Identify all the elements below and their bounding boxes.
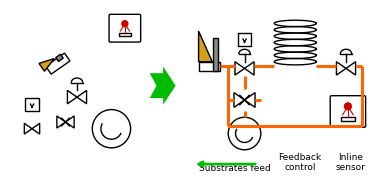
Bar xyxy=(213,38,218,71)
FancyBboxPatch shape xyxy=(330,96,366,127)
Circle shape xyxy=(344,103,352,110)
FancyBboxPatch shape xyxy=(109,14,141,42)
Bar xyxy=(25,98,39,112)
Bar xyxy=(198,62,220,71)
Bar xyxy=(119,33,131,36)
Text: Feedback
control: Feedback control xyxy=(279,153,322,172)
Polygon shape xyxy=(46,53,70,74)
Bar xyxy=(341,117,355,121)
Polygon shape xyxy=(39,59,54,71)
Circle shape xyxy=(92,110,131,148)
Circle shape xyxy=(228,117,261,150)
Polygon shape xyxy=(198,31,212,62)
Circle shape xyxy=(122,21,128,27)
Text: Inline
sensor: Inline sensor xyxy=(336,153,366,172)
Bar xyxy=(238,33,251,46)
Text: Substrates feed: Substrates feed xyxy=(199,164,271,173)
Polygon shape xyxy=(56,54,63,61)
Polygon shape xyxy=(150,67,176,105)
